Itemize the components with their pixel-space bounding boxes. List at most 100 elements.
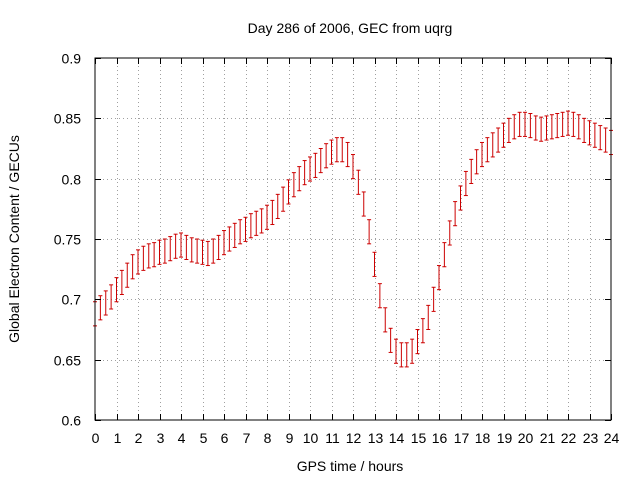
y-tick-label: 0.65 (54, 353, 81, 369)
data-point (168, 236, 173, 262)
data-point (496, 127, 501, 153)
x-tick-label: 20 (518, 430, 534, 446)
data-point (265, 204, 269, 230)
data-point (501, 122, 506, 148)
data-point (286, 179, 291, 205)
data-point (222, 230, 226, 256)
data-point (394, 338, 398, 364)
data-point (313, 152, 318, 178)
data-point (243, 216, 248, 242)
x-tick-label: 10 (303, 430, 319, 446)
data-point (119, 269, 124, 296)
x-tick-label: 6 (221, 430, 229, 446)
data-point (453, 201, 458, 227)
data-point (480, 141, 484, 168)
x-tick-label: 23 (583, 430, 599, 446)
y-axis-label: Global Electron Content / GECUs (6, 135, 22, 343)
data-point (179, 232, 183, 258)
x-tick-label: 12 (346, 430, 362, 446)
data-point (582, 117, 587, 143)
data-point (533, 115, 538, 141)
data-point (195, 238, 200, 264)
data-point (136, 249, 140, 275)
data-point (103, 290, 108, 316)
data-point (603, 127, 608, 153)
data-point (571, 111, 576, 137)
data-point (388, 327, 393, 353)
data-point (345, 141, 350, 168)
data-point (506, 117, 511, 143)
data-point (404, 342, 409, 368)
y-tick-label: 0.6 (62, 413, 82, 429)
data-point (329, 139, 334, 165)
data-point (238, 219, 243, 245)
data-point (560, 111, 565, 137)
data-point (334, 137, 339, 163)
data-point (410, 338, 415, 364)
data-point (458, 185, 463, 211)
data-point (555, 113, 560, 139)
data-point (109, 284, 114, 310)
data-point (523, 111, 527, 137)
x-tick-label: 18 (475, 430, 491, 446)
x-tick-label: 16 (432, 430, 448, 446)
data-point (447, 220, 452, 246)
data-point (431, 286, 436, 312)
data-point (141, 245, 146, 271)
data-point (426, 304, 431, 330)
data-point (437, 265, 441, 291)
data-point (259, 208, 264, 234)
data-point (485, 137, 490, 163)
y-tick-labels: 0.6 0.65 0.7 0.75 0.8 0.85 0.9 (54, 51, 81, 429)
data-point (549, 114, 554, 140)
data-point (367, 219, 372, 245)
x-axis-label: GPS time / hours (297, 458, 404, 474)
data-point (184, 234, 189, 261)
x-tick-label: 4 (178, 430, 186, 446)
y-tick-label: 0.85 (54, 111, 81, 127)
grid-lines (95, 58, 611, 420)
x-tick-label: 8 (264, 430, 272, 446)
x-tick-label: 17 (454, 430, 470, 446)
data-point (544, 115, 549, 141)
data-points (93, 110, 613, 368)
data-point (377, 283, 382, 309)
data-point (490, 132, 495, 158)
data-point (442, 242, 447, 268)
data-point (125, 262, 130, 288)
data-point (275, 193, 280, 219)
axis-ticks (95, 58, 612, 421)
x-tick-label: 24 (604, 430, 620, 446)
data-point (474, 149, 479, 175)
data-point (415, 329, 420, 355)
x-tick-label: 1 (114, 430, 122, 446)
x-tick-label: 9 (286, 430, 294, 446)
data-point (324, 143, 329, 169)
data-point (463, 170, 468, 197)
data-point (383, 307, 388, 333)
data-point (157, 239, 162, 265)
data-point (211, 238, 216, 264)
data-point (469, 158, 474, 184)
x-tick-label: 14 (389, 430, 405, 446)
data-point (291, 172, 296, 198)
data-point (356, 169, 361, 195)
data-point (152, 242, 157, 268)
data-point (130, 254, 135, 280)
data-point (361, 191, 366, 217)
x-tick-label: 13 (368, 430, 384, 446)
data-point (232, 222, 237, 248)
data-point (254, 210, 259, 236)
y-tick-label: 0.7 (62, 292, 82, 308)
data-point (205, 240, 210, 267)
x-tick-label: 5 (200, 430, 208, 446)
x-tick-label: 11 (325, 430, 340, 446)
data-point (200, 239, 205, 265)
data-point (528, 113, 533, 139)
data-point (598, 125, 603, 151)
data-point (248, 213, 253, 239)
x-tick-label: 19 (497, 430, 513, 446)
data-point (281, 186, 286, 212)
x-tick-label: 21 (540, 430, 556, 446)
